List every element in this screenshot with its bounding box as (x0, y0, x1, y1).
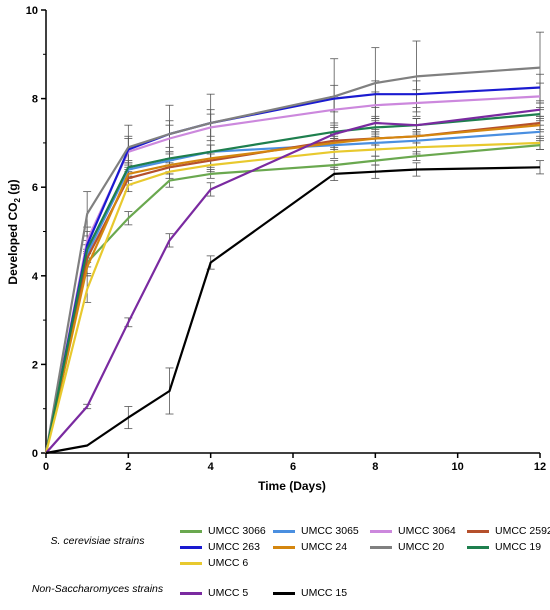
series-line-umcc-19 (44, 113, 541, 454)
legend-swatch (273, 529, 295, 533)
x-tick-label: 6 (290, 461, 296, 473)
y-tick-label: 10 (26, 5, 38, 17)
x-tick-label: 0 (43, 461, 49, 473)
series-line-umcc-3066 (44, 144, 541, 454)
legend-item-umcc-3064: UMCC 3064 (370, 525, 456, 537)
y-axis-label-unit: (g) (6, 179, 20, 198)
legend-swatch (273, 591, 295, 595)
legend-label: UMCC 5 (208, 587, 249, 599)
legend-item-umcc-263: UMCC 263 (180, 541, 260, 553)
axes: 0 2 4 6 8 10 12 0 2 4 6 8 10 (26, 5, 546, 473)
y-axis-label-subscript: 2 (13, 198, 22, 203)
legend-swatch (467, 545, 489, 549)
legend-item-umcc-20: UMCC 20 (370, 541, 444, 553)
legend-label: UMCC 2592 (495, 525, 550, 537)
x-tick-label: 10 (452, 461, 464, 473)
x-axis-label: Time (Days) (258, 479, 326, 493)
x-tick-label: 2 (125, 461, 131, 473)
legend-label: UMCC 3065 (301, 525, 359, 537)
legend-swatch (180, 561, 202, 565)
series-line-umcc-3065 (44, 130, 541, 454)
legend-label: UMCC 3066 (208, 525, 266, 537)
y-tick-label: 4 (32, 271, 39, 283)
y-tick-label: 6 (32, 182, 38, 194)
legend-item-umcc-3065: UMCC 3065 (273, 525, 359, 537)
legend-item-umcc-2592: UMCC 2592 (467, 525, 550, 537)
y-axis-label: Developed CO2 (g) (6, 179, 22, 284)
x-tick-label: 8 (372, 461, 378, 473)
series-line-umcc-263 (44, 86, 541, 454)
legend-swatch (180, 591, 202, 595)
legend-item-umcc-15: UMCC 15 (273, 587, 347, 599)
y-tick-label: 0 (32, 448, 38, 460)
legend-label: UMCC 20 (398, 541, 445, 553)
y-axis-label-main: Developed CO (6, 203, 20, 285)
legend-group-label-s-cerevisiae: S. cerevisiae strains (50, 535, 145, 547)
x-tick-label: 12 (534, 461, 546, 473)
x-tick-label: 4 (208, 461, 215, 473)
legend-item-umcc-24: UMCC 24 (273, 541, 347, 553)
legend-label: UMCC 19 (495, 541, 542, 553)
legend-item-umcc-6: UMCC 6 (180, 557, 248, 569)
legend-label: UMCC 15 (301, 587, 348, 599)
y-tick-label: 2 (32, 359, 38, 371)
series-line-umcc-2592 (44, 121, 541, 454)
legend-label: UMCC 6 (208, 557, 249, 569)
legend-swatch (180, 529, 202, 533)
legend-item-umcc-3066: UMCC 3066 (180, 525, 266, 537)
series-line-umcc-24 (44, 124, 541, 454)
legend-item-umcc-19: UMCC 19 (467, 541, 541, 553)
series-line-umcc-3064 (44, 95, 541, 454)
chart: 0 2 4 6 8 10 12 0 2 4 6 8 10 Time (Days) Developed C… (6, 5, 546, 493)
legend-label: UMCC 263 (208, 541, 260, 553)
legend-swatch (370, 529, 392, 533)
legend-group-label-non-saccharomyces: Non-Saccharomyces strains (31, 583, 164, 595)
legend-label: UMCC 24 (301, 541, 348, 553)
legend-swatch (370, 545, 392, 549)
series-line-umcc-20 (44, 66, 541, 454)
legend-item-umcc-5: UMCC 5 (180, 587, 248, 599)
legend-swatch (467, 529, 489, 533)
series-lines (44, 66, 541, 455)
series-line-umcc-6 (44, 141, 541, 454)
series-line-umcc-15 (45, 166, 541, 455)
legend-swatch (180, 545, 202, 549)
series-line-umcc-5 (45, 108, 541, 454)
legend-label: UMCC 3064 (398, 525, 456, 537)
legend: S. cerevisiae strains Non-Saccharomyces … (0, 515, 550, 610)
legend-swatch (273, 545, 295, 549)
y-tick-label: 8 (32, 94, 38, 106)
